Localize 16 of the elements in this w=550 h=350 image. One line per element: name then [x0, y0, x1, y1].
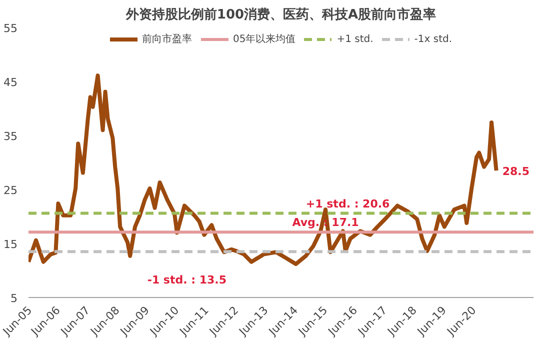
y-tick-label: 45 [4, 76, 18, 89]
annotation: Avg. : 17.1 [292, 216, 359, 230]
y-tick-label: 25 [4, 184, 18, 197]
annotation: -1 std. : 13.5 [147, 274, 226, 287]
legend-label: 前向市盈率 [142, 32, 192, 46]
chart-title: 外资持股比例前100消费、医药、科技A股前向市盈率 [124, 6, 436, 22]
legend-label: 05年以来均值 [232, 32, 296, 46]
legend-label: -1x std. [414, 34, 452, 44]
line-series [28, 74, 498, 266]
annotation: +1 std. : 20.6 [306, 197, 390, 210]
y-tick-label: 55 [4, 22, 18, 35]
y-tick-label: 35 [4, 130, 18, 143]
legend-label: +1 std. [336, 34, 374, 44]
annotation: 28.5 [502, 165, 530, 178]
y-tick-label: 5 [10, 292, 18, 305]
y-tick-label: 15 [4, 238, 18, 251]
